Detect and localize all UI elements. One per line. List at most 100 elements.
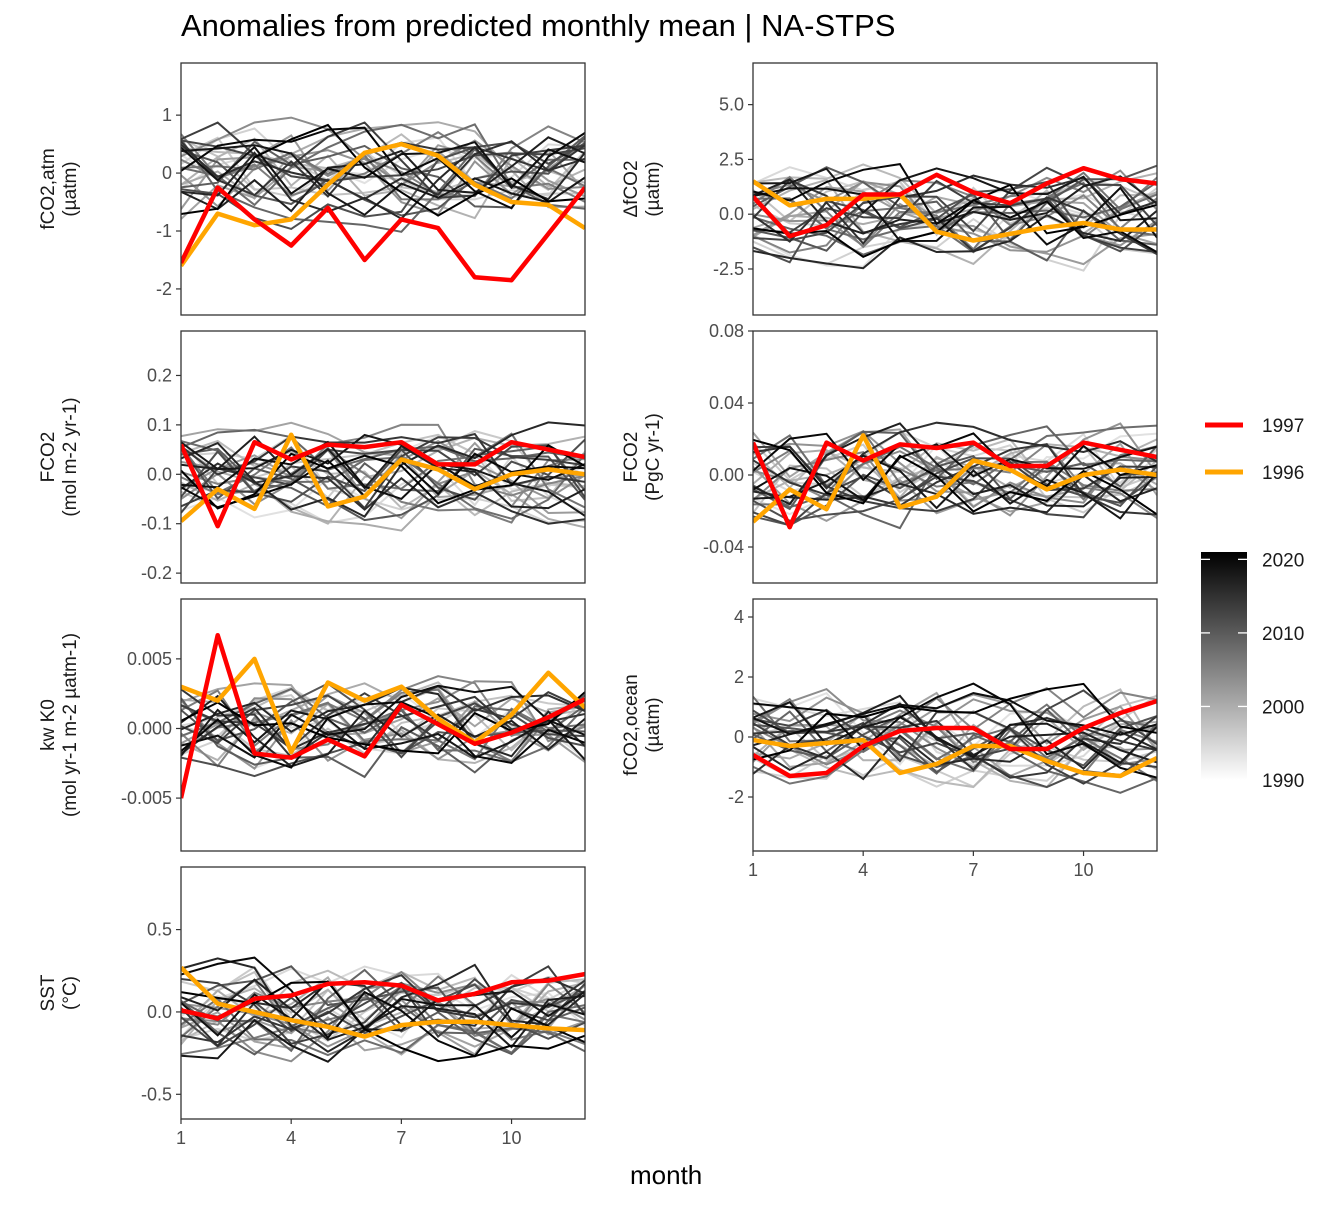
- y-tick-label: -0.1: [141, 514, 172, 534]
- y-tick-label: 0.0: [147, 464, 172, 484]
- y-label-line1: SST: [38, 974, 59, 1011]
- year-line: [753, 730, 1157, 781]
- plot-area-7: [181, 956, 585, 1063]
- panel-border: [752, 62, 1158, 316]
- y-axis-label-5: kw K0 (mol yr-1 m-2 µatm-1): [38, 633, 81, 817]
- y-label-line2: (µatm): [643, 697, 664, 752]
- year-line: [181, 447, 585, 522]
- x-tick-label: 1: [176, 1128, 186, 1148]
- year-line: [181, 121, 585, 209]
- year-line: [181, 462, 585, 525]
- year-line: [753, 422, 1157, 517]
- colorbar-legend: 1990 2000 2010 2020: [1201, 550, 1304, 792]
- series-1997-line: [181, 185, 585, 283]
- series-1996-line: [753, 179, 1157, 243]
- year-line: [753, 425, 1157, 530]
- y-tick-label: 0: [734, 727, 744, 747]
- year-line: [753, 689, 1157, 759]
- colorbar-tick-label: 2000: [1262, 697, 1304, 718]
- year-line: [753, 715, 1157, 779]
- x-axis-title: month: [630, 1160, 703, 1190]
- year-line: [753, 181, 1157, 254]
- y-tick-label: -0.005: [121, 788, 172, 808]
- legend-label-1997: 1997: [1262, 416, 1304, 437]
- series-1996-line: [181, 432, 585, 523]
- y-tick-label: 0.5: [147, 920, 172, 940]
- year-line: [181, 144, 585, 217]
- series-1997-line: [181, 971, 585, 1021]
- x-tick-label: 10: [1074, 860, 1094, 880]
- y-label-line1: ΔfCO2: [621, 160, 642, 217]
- y-label-line2: (°C): [60, 976, 81, 1010]
- year-line: [753, 703, 1157, 785]
- y-label-line1: fCO2,atm: [38, 148, 59, 229]
- y-label-line2: (µatm): [60, 161, 81, 216]
- year-line: [181, 139, 585, 183]
- series-1997-line: [753, 165, 1157, 239]
- y-axis-label-2: ΔfCO2 (µatm): [621, 160, 664, 217]
- y-tick-label: 0.0: [719, 204, 744, 224]
- x-tick-label: 7: [396, 1128, 406, 1148]
- year-line: [181, 121, 585, 199]
- year-line: [181, 436, 585, 510]
- y-tick-label: -2: [156, 279, 172, 299]
- series-1997-line: [753, 698, 1157, 779]
- series-1997-line: [181, 439, 585, 529]
- y-tick-label: 0.2: [147, 365, 172, 385]
- year-line: [181, 444, 585, 510]
- y-axis-label-7: SST (°C): [38, 974, 81, 1011]
- year-line: [753, 167, 1157, 222]
- plot-area-1: [181, 116, 585, 283]
- y-axis-label-3: FCO2 (mol m-2 yr-1): [38, 397, 81, 516]
- y-tick-label: 0: [162, 163, 172, 183]
- y-axis-label-1: fCO2,atm (µatm): [38, 148, 81, 229]
- y-label-line2: (mol yr-1 m-2 µatm-1): [60, 633, 81, 817]
- y-tick-label: 0.04: [709, 393, 744, 413]
- year-line: [181, 116, 585, 190]
- year-line: [181, 126, 585, 210]
- panel-border: [180, 330, 586, 584]
- panel-border: [180, 598, 586, 852]
- panel-border: [180, 866, 586, 1120]
- y-tick-label: 0.005: [127, 649, 172, 669]
- panel-7: 0.5 0.0 -0.5 1 4 7 10: [141, 866, 586, 1148]
- year-line: [181, 685, 585, 755]
- panel-4: 0.08 0.04 0.00 -0.04: [703, 321, 1158, 584]
- legend-years: 1997 1996: [1205, 416, 1304, 484]
- year-line: [181, 142, 585, 216]
- y-label-line1: kw K0: [38, 699, 59, 751]
- year-line: [753, 163, 1157, 254]
- y-axis-label-6: fCO2,ocean (µatm): [621, 674, 664, 775]
- year-line: [753, 209, 1157, 270]
- colorbar-tick-label: 2020: [1262, 550, 1304, 571]
- year-line: [753, 432, 1157, 488]
- year-line: [181, 123, 585, 217]
- plot-area-6: [753, 682, 1157, 794]
- year-line: [753, 172, 1157, 266]
- year-line: [181, 435, 585, 510]
- y-tick-label: -2: [728, 787, 744, 807]
- year-line: [753, 164, 1157, 252]
- series-1996-line: [753, 433, 1157, 524]
- plot-area-5: [181, 632, 585, 799]
- y-tick-label: -0.2: [141, 563, 172, 583]
- x-tick-label: 7: [968, 860, 978, 880]
- y-tick-label: 2: [734, 667, 744, 687]
- year-line: [181, 956, 585, 1058]
- year-line: [181, 965, 585, 1034]
- y-label-line2: (PgC yr-1): [643, 413, 664, 501]
- year-line: [181, 684, 585, 759]
- y-tick-label: -1: [156, 221, 172, 241]
- year-line: [181, 134, 585, 210]
- y-tick-label: 0.00: [709, 465, 744, 485]
- year-line: [181, 686, 585, 758]
- y-tick-label: 0.000: [127, 718, 172, 738]
- year-line: [753, 186, 1157, 246]
- x-tick-label: 1: [748, 860, 758, 880]
- year-line: [753, 190, 1157, 235]
- year-line: [181, 965, 585, 1038]
- year-line: [753, 179, 1157, 254]
- y-tick-label: 4: [734, 607, 744, 627]
- year-line: [753, 445, 1157, 513]
